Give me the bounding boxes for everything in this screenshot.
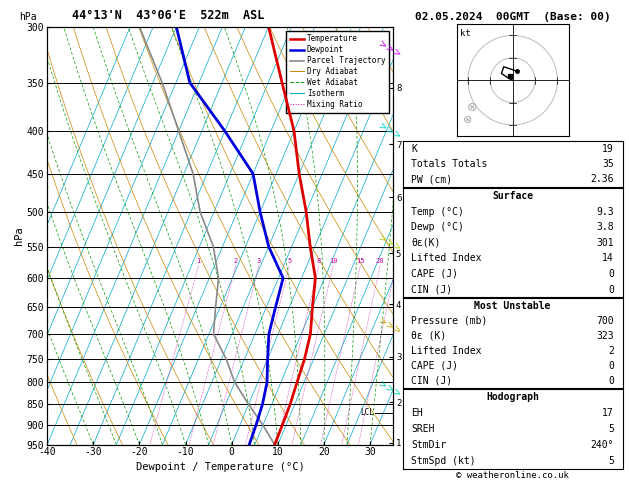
Text: >>>: >>> bbox=[377, 121, 403, 141]
Text: Hodograph: Hodograph bbox=[486, 392, 539, 402]
Text: >>>: >>> bbox=[377, 379, 403, 399]
Text: SREH: SREH bbox=[411, 424, 435, 434]
Text: StmSpd (kt): StmSpd (kt) bbox=[411, 456, 476, 467]
Text: Dewp (°C): Dewp (°C) bbox=[411, 222, 464, 232]
Text: 0: 0 bbox=[608, 285, 614, 295]
Text: 17: 17 bbox=[602, 408, 614, 418]
Text: 9.3: 9.3 bbox=[596, 207, 614, 217]
Text: θε (K): θε (K) bbox=[411, 331, 447, 341]
Y-axis label: km
ASL: km ASL bbox=[406, 227, 425, 244]
Text: >>>: >>> bbox=[377, 315, 403, 336]
Text: 301: 301 bbox=[596, 238, 614, 248]
Text: 3.8: 3.8 bbox=[596, 222, 614, 232]
Text: CAPE (J): CAPE (J) bbox=[411, 361, 459, 371]
Text: >>>: >>> bbox=[377, 233, 403, 253]
Text: PW (cm): PW (cm) bbox=[411, 174, 452, 184]
Text: 15: 15 bbox=[356, 258, 365, 264]
Text: 2.36: 2.36 bbox=[591, 174, 614, 184]
Text: kt: kt bbox=[460, 29, 471, 38]
Text: 35: 35 bbox=[602, 159, 614, 169]
Text: 5: 5 bbox=[287, 258, 291, 264]
Text: 2: 2 bbox=[608, 346, 614, 356]
Text: 0: 0 bbox=[608, 269, 614, 279]
Text: 10: 10 bbox=[329, 258, 337, 264]
Text: 19: 19 bbox=[602, 144, 614, 154]
Text: CIN (J): CIN (J) bbox=[411, 285, 452, 295]
Text: 44°13'N  43°06'E  522m  ASL: 44°13'N 43°06'E 522m ASL bbox=[72, 9, 264, 22]
Text: 2: 2 bbox=[234, 258, 238, 264]
Text: LCL: LCL bbox=[360, 408, 374, 417]
Text: ⊗: ⊗ bbox=[467, 101, 477, 114]
Text: 8: 8 bbox=[316, 258, 321, 264]
Text: Surface: Surface bbox=[492, 191, 533, 201]
Text: 0: 0 bbox=[608, 376, 614, 386]
Text: Temp (°C): Temp (°C) bbox=[411, 207, 464, 217]
Text: © weatheronline.co.uk: © weatheronline.co.uk bbox=[456, 471, 569, 480]
Text: EH: EH bbox=[411, 408, 423, 418]
Text: StmDir: StmDir bbox=[411, 440, 447, 451]
Text: 700: 700 bbox=[596, 316, 614, 326]
Text: 14: 14 bbox=[602, 253, 614, 263]
Text: 20: 20 bbox=[376, 258, 384, 264]
Text: 5: 5 bbox=[608, 456, 614, 467]
Text: 5: 5 bbox=[608, 424, 614, 434]
Text: hPa: hPa bbox=[19, 12, 36, 22]
Text: CAPE (J): CAPE (J) bbox=[411, 269, 459, 279]
Y-axis label: hPa: hPa bbox=[14, 226, 24, 245]
Text: Lifted Index: Lifted Index bbox=[411, 253, 482, 263]
Text: 240°: 240° bbox=[591, 440, 614, 451]
Text: CIN (J): CIN (J) bbox=[411, 376, 452, 386]
Text: 0: 0 bbox=[608, 361, 614, 371]
Text: K: K bbox=[411, 144, 417, 154]
Text: 1: 1 bbox=[196, 258, 201, 264]
Text: 3: 3 bbox=[257, 258, 261, 264]
Text: 323: 323 bbox=[596, 331, 614, 341]
Text: 02.05.2024  00GMT  (Base: 00): 02.05.2024 00GMT (Base: 00) bbox=[415, 12, 611, 22]
Text: ⊗: ⊗ bbox=[463, 116, 472, 125]
Text: Lifted Index: Lifted Index bbox=[411, 346, 482, 356]
Text: Most Unstable: Most Unstable bbox=[474, 301, 551, 311]
Text: Pressure (mb): Pressure (mb) bbox=[411, 316, 487, 326]
Text: Totals Totals: Totals Totals bbox=[411, 159, 487, 169]
Text: >>>: >>> bbox=[377, 38, 403, 59]
Legend: Temperature, Dewpoint, Parcel Trajectory, Dry Adiabat, Wet Adiabat, Isotherm, Mi: Temperature, Dewpoint, Parcel Trajectory… bbox=[286, 31, 389, 113]
Text: θε(K): θε(K) bbox=[411, 238, 441, 248]
X-axis label: Dewpoint / Temperature (°C): Dewpoint / Temperature (°C) bbox=[136, 462, 304, 471]
